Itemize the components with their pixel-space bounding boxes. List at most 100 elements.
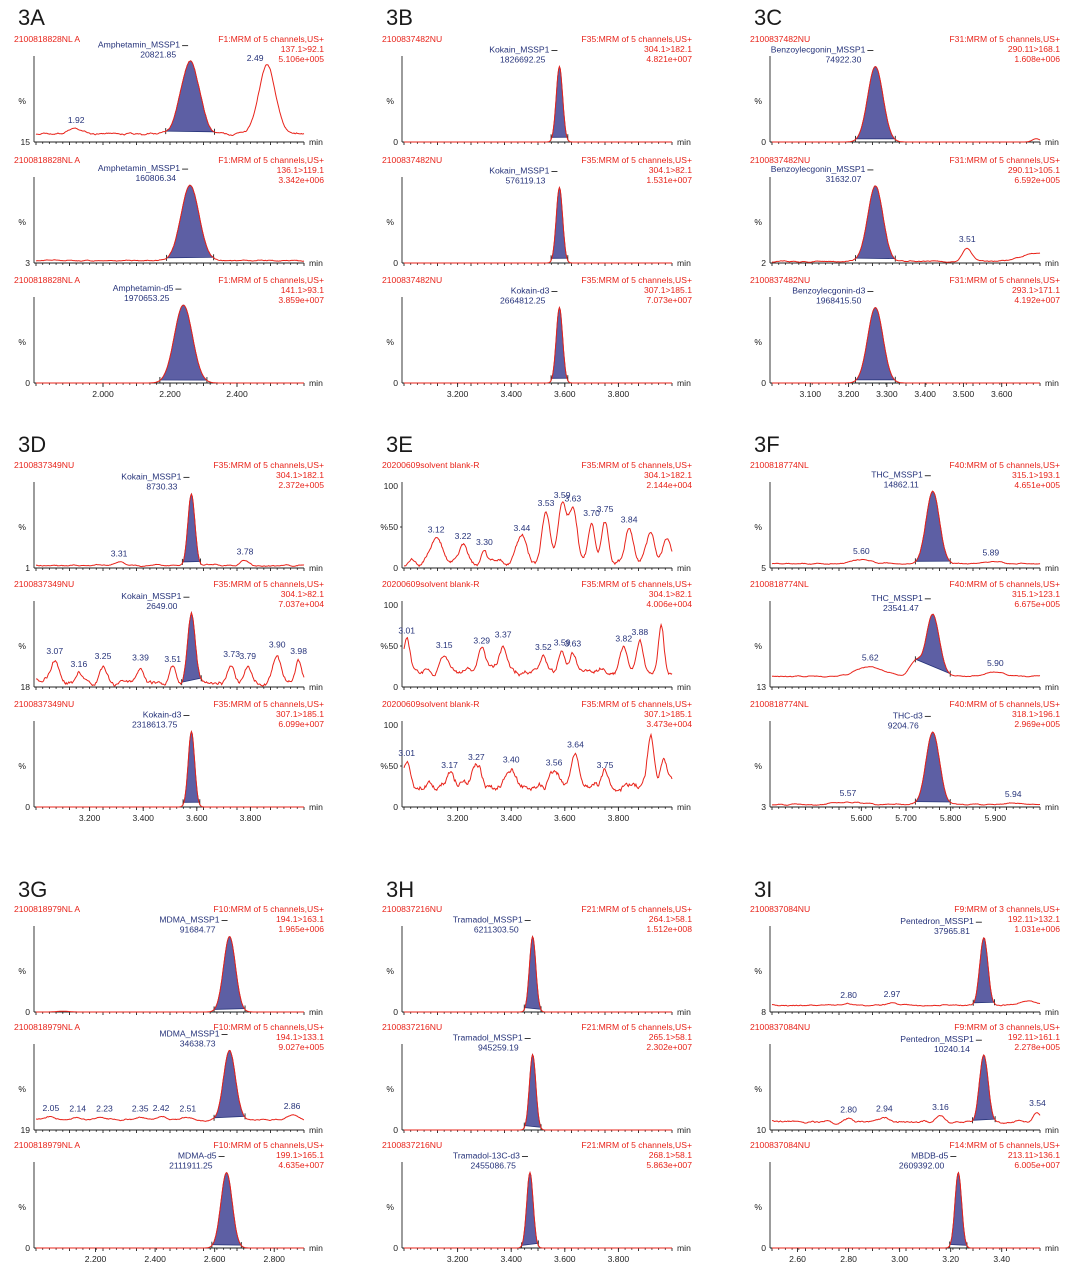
trace-3: 2100837349NU F35:MRM of 5 channels,US+307… bbox=[14, 699, 324, 823]
peak-area: 91684.77 bbox=[180, 925, 216, 935]
rt-label: 3.51 bbox=[959, 234, 976, 244]
y-label: % bbox=[380, 522, 388, 532]
x-tick-label: 3.600 bbox=[186, 813, 208, 823]
x-tick-label: 3.300 bbox=[876, 389, 898, 399]
x-tick-label: 5.700 bbox=[895, 813, 917, 823]
trace-3: 2100837084NU F14:MRM of 5 channels,US+213… bbox=[750, 1140, 1060, 1264]
integrated-peak bbox=[181, 611, 202, 683]
peak-name: Tramadol_MSSP1 bbox=[453, 1033, 523, 1043]
transition: 268.1>58.1 bbox=[649, 1150, 692, 1160]
intensity: 6.005e+007 bbox=[1014, 1160, 1060, 1170]
panel-3g: 3G 2100818979NL A F10:MRM of 5 channels,US… bbox=[14, 877, 324, 1264]
sample-id: 2100837482NU bbox=[750, 155, 810, 165]
y-label: % bbox=[380, 761, 388, 771]
trace-3: 2100837482NU F31:MRM of 5 channels,US+293… bbox=[750, 275, 1060, 399]
peak-area: 31632.07 bbox=[826, 174, 862, 184]
rt-label: 3.37 bbox=[495, 630, 512, 640]
transition: 307.1>185.1 bbox=[276, 709, 324, 719]
panel-3a: 3A 2100818828NL A F1:MRM of 5 channels,US+… bbox=[14, 5, 324, 399]
peak-name: Pentedron_MSSP1 bbox=[900, 916, 974, 926]
rt-label: 2.23 bbox=[96, 1104, 113, 1114]
rt-label: 3.39 bbox=[132, 653, 149, 663]
y-tick-min: 18 bbox=[20, 682, 30, 692]
x-tick-label: 3.500 bbox=[953, 389, 975, 399]
x-unit: min bbox=[677, 258, 691, 268]
x-unit: min bbox=[1045, 258, 1059, 268]
peak-area: 2664812.25 bbox=[500, 296, 546, 306]
channel-info: F21:MRM of 5 channels,US+ bbox=[581, 1140, 692, 1150]
rt-label: 2.49 bbox=[247, 53, 264, 63]
x-tick-label: 2.200 bbox=[159, 389, 181, 399]
trace-2: 2100837216NU F21:MRM of 5 channels,US+265… bbox=[382, 1022, 692, 1135]
x-unit: min bbox=[309, 1007, 323, 1017]
channel-info: F21:MRM of 5 channels,US+ bbox=[581, 904, 692, 914]
sample-id: 2100818828NL A bbox=[14, 275, 80, 285]
x-tick-label: 3.400 bbox=[132, 813, 154, 823]
x-tick-label: 3.800 bbox=[608, 1254, 630, 1264]
trace-1: 2100837216NU F21:MRM of 5 channels,US+264… bbox=[382, 904, 692, 1017]
y-tick-min: 0 bbox=[393, 1007, 398, 1017]
rt-label: 2.35 bbox=[132, 1104, 149, 1114]
trace-2: 2100818979NL A F10:MRM of 5 channels,US+1… bbox=[14, 1022, 324, 1135]
x-unit: min bbox=[677, 1125, 691, 1135]
trace-3: 2100818774NL F40:MRM of 5 channels,US+318… bbox=[750, 699, 1060, 823]
y-tick-mid: 50 bbox=[388, 522, 398, 532]
channel-info: F14:MRM of 5 channels,US+ bbox=[949, 1140, 1060, 1150]
peak-name: Kokain_MSSP1 bbox=[489, 45, 549, 55]
rt-label: 3.64 bbox=[567, 740, 584, 750]
x-tick-label: 3.200 bbox=[447, 813, 469, 823]
x-tick-label: 3.800 bbox=[608, 389, 630, 399]
channel-info: F35:MRM of 5 channels,US+ bbox=[581, 275, 692, 285]
channel-info: F35:MRM of 5 channels,US+ bbox=[581, 460, 692, 470]
panel-label: 3I bbox=[754, 877, 772, 902]
rt-label: 3.56 bbox=[546, 758, 563, 768]
intensity: 4.192e+007 bbox=[1014, 295, 1060, 305]
rt-label: 1.92 bbox=[68, 115, 85, 125]
transition: 293.1>171.1 bbox=[1012, 285, 1060, 295]
panel-label: 3G bbox=[18, 877, 47, 902]
peak-name: MDMA_MSSP1 bbox=[159, 915, 219, 925]
channel-info: F31:MRM of 5 channels,US+ bbox=[949, 34, 1060, 44]
peak-area: 10240.14 bbox=[934, 1044, 970, 1054]
rt-label: 3.31 bbox=[111, 548, 128, 558]
y-label: % bbox=[386, 1084, 394, 1094]
y-label: % bbox=[754, 337, 762, 347]
transition: 290.11>105.1 bbox=[1008, 165, 1060, 175]
channel-info: F1:MRM of 5 channels,US+ bbox=[218, 275, 324, 285]
trace-1: 2100837084NU F9:MRM of 3 channels,US+192.… bbox=[750, 904, 1060, 1017]
y-tick-min: 1 bbox=[25, 563, 30, 573]
x-unit: min bbox=[309, 378, 323, 388]
peak-name: Kokain_MSSP1 bbox=[121, 471, 181, 481]
intensity: 6.099e+007 bbox=[278, 719, 324, 729]
x-unit: min bbox=[677, 802, 691, 812]
trace-1: 2100818774NL F40:MRM of 5 channels,US+315… bbox=[750, 460, 1060, 573]
sample-id: 2100837084NU bbox=[750, 1140, 810, 1150]
rt-label: 3.22 bbox=[455, 531, 472, 541]
sample-id: 20200609solvent blank-R bbox=[382, 579, 479, 589]
transition: 199.1>165.1 bbox=[276, 1150, 324, 1160]
y-tick-min: 0 bbox=[393, 1125, 398, 1135]
y-label: % bbox=[754, 1202, 762, 1212]
y-tick-min: 0 bbox=[393, 682, 398, 692]
rt-label: 3.53 bbox=[538, 498, 555, 508]
panel-label: 3C bbox=[754, 5, 782, 30]
x-tick-label: 5.600 bbox=[851, 813, 873, 823]
x-tick-label: 3.600 bbox=[554, 389, 576, 399]
chromatogram-trace bbox=[403, 732, 673, 793]
x-unit: min bbox=[1045, 682, 1059, 692]
transition: 213.11>136.1 bbox=[1008, 1150, 1060, 1160]
trace-2: 2100837349NU F35:MRM of 5 channels,US+304… bbox=[14, 579, 324, 692]
y-tick-min: 10 bbox=[756, 1125, 766, 1135]
rt-label: 5.90 bbox=[987, 658, 1004, 668]
chromatogram-trace bbox=[771, 1054, 1041, 1125]
x-unit: min bbox=[309, 802, 323, 812]
x-tick-label: 3.200 bbox=[447, 1254, 469, 1264]
peak-area: 34638.73 bbox=[180, 1038, 216, 1048]
chromatogram-trace bbox=[404, 186, 672, 264]
x-unit: min bbox=[309, 682, 323, 692]
x-unit: min bbox=[677, 137, 691, 147]
y-tick-min: 0 bbox=[25, 1243, 30, 1253]
peak-area: 2318613.75 bbox=[132, 720, 178, 730]
chromatogram-trace bbox=[404, 306, 672, 384]
sample-id: 2100837216NU bbox=[382, 1022, 442, 1032]
